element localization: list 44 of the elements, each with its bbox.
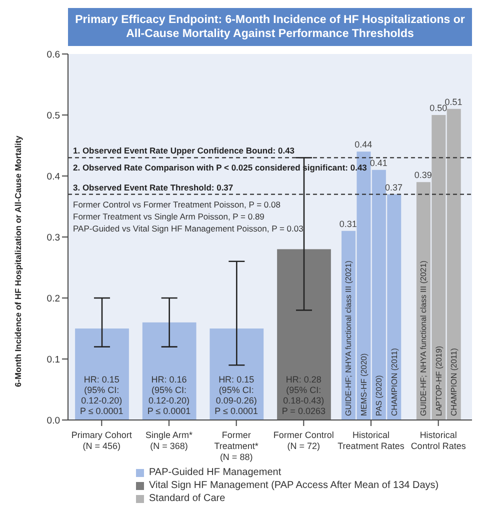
- bar: [210, 328, 264, 420]
- series-label: CHAMPION (2011): [390, 348, 399, 416]
- data-label: 0.37: [385, 182, 403, 192]
- legend-label: Standard of Care: [149, 493, 226, 504]
- data-label: 0.44: [354, 140, 372, 150]
- bar: [277, 249, 331, 420]
- chart-title: Primary Efficacy Endpoint: 6-Month Incidence of HF Hospitalizations or All-Cause Mortality Against Performance Thresholds: [68, 8, 472, 46]
- data-label: 0.31: [339, 218, 357, 229]
- series-label: PAS (2020): [374, 374, 384, 416]
- series-label: GUIDE-HF; NHYA functional class III (2021): [419, 260, 428, 416]
- legend-label: PAP-Guided HF Management: [149, 467, 282, 478]
- y-tick-label: 0.4: [46, 171, 60, 182]
- y-tick-label: 0.1: [46, 354, 60, 366]
- y-tick-label: 0.0: [46, 415, 60, 426]
- series-label: GUIDE-HF; NHYA functional class III (2021): [344, 260, 354, 416]
- series-label: MEMS-HF (2020): [359, 352, 368, 416]
- annotation: Former Control vs Former Treatment Poisson, P = 0.08: [73, 199, 281, 210]
- ref-line-label: 3. Observed Event Rate Threshold: 0.37: [73, 182, 234, 192]
- x-tick-label: Former Control (N = 72): [273, 430, 334, 451]
- annotation: HR: 0.28 (95% CI: 0.18-0.43) P = 0.0263: [282, 374, 326, 416]
- annotation: PAP-Guided vs Vital Sign HF Management Poisson, P = 0.03: [73, 223, 304, 234]
- annotation: HR: 0.15 (95% CI: 0.09-0.26) P ≤ 0.0001: [214, 374, 258, 416]
- y-tick-label: 0.2: [46, 293, 60, 304]
- series-label: CHAMPION (2011): [450, 348, 459, 416]
- x-tick-label: Former Treatment* (N = 88): [214, 430, 259, 462]
- y-tick-label: 0.5: [46, 110, 60, 122]
- annotation: Former Treatment vs Single Arm Poisson, P = 0.89: [73, 211, 265, 222]
- y-tick-label: 0.3: [46, 232, 60, 244]
- x-tick-label: Historical Treatment Rates: [338, 430, 405, 451]
- bar: [75, 328, 129, 420]
- data-label: 0.51: [444, 96, 462, 107]
- data-label: 0.50: [430, 103, 448, 113]
- x-tick-label: Primary Cohort (N = 456): [71, 430, 132, 451]
- y-axis-title: 6-Month Incidence of HF Hospitalization or All-Cause Mortality: [13, 135, 24, 387]
- data-label: 0.39: [414, 170, 432, 180]
- x-tick-label: Single Arm* (N = 368): [145, 430, 194, 451]
- bar: [142, 322, 196, 420]
- y-tick-label: 0.6: [46, 49, 60, 60]
- annotation: HR: 0.16 (95% CI: 0.12-0.20) P ≤ 0.0001: [147, 374, 191, 416]
- x-tick-label: Historical Control Rates: [410, 430, 466, 451]
- data-label: 0.41: [370, 158, 388, 168]
- legend-label: Vital Sign HF Management (PAP Access After Mean of 134 Days): [149, 480, 439, 491]
- annotation: HR: 0.15 (95% CI: 0.12-0.20) P ≤ 0.0001: [80, 374, 124, 416]
- series-label: LAPTOP-HF (2019): [434, 346, 444, 416]
